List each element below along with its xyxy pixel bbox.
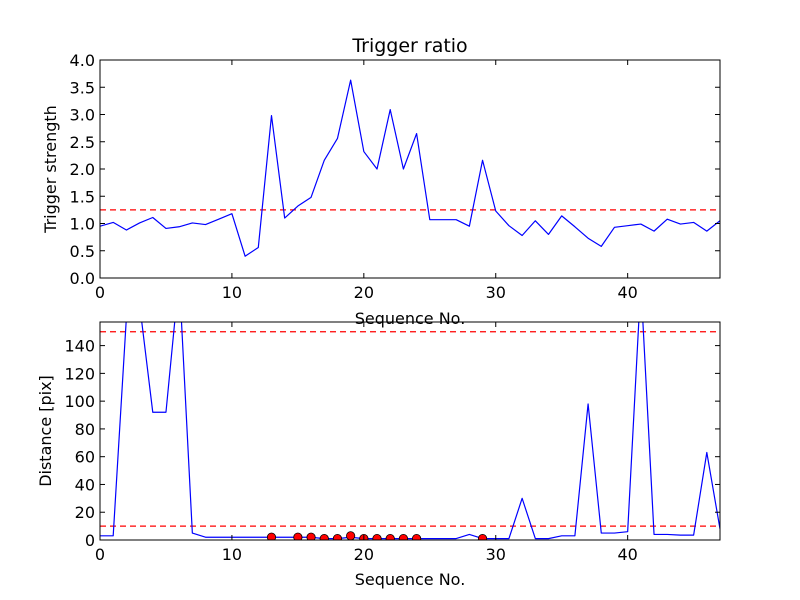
data-point-marker (477, 534, 488, 540)
x-axis-label: Sequence No. (355, 309, 466, 328)
x-tick-label: 20 (354, 283, 374, 302)
data-point-marker (266, 532, 277, 540)
x-tick-label: 40 (617, 545, 637, 564)
x-axis-label: Sequence No. (355, 570, 466, 589)
distance-plot: 0 10 20 30 40 0 20 40 60 80 100 120 140 Sequence No.… (36, 321, 721, 589)
data-point-marker (293, 532, 303, 540)
plot-area (100, 79, 720, 257)
series-line (100, 79, 720, 257)
axis-ticks: 0 10 20 30 40 0 20 40 60 80 100 120 140 (64, 322, 720, 564)
trigger-ratio-plot: Trigger ratio 0 10 20 30 40 0.0 0.5 1.0 1.5 2.0 2.… (41, 35, 721, 328)
y-tick-label: 140 (64, 337, 95, 356)
data-point-marker (372, 534, 382, 540)
series-line (100, 322, 720, 540)
data-point-marker (346, 531, 356, 540)
y-tick-label: 0 (85, 531, 95, 550)
x-tick-label: 30 (486, 545, 506, 564)
x-tick-label: 30 (486, 283, 506, 302)
y-tick-label: 2.5 (70, 133, 95, 152)
y-tick-label: 4.0 (70, 51, 95, 70)
data-point-marker (332, 534, 343, 540)
data-point-marker (398, 534, 409, 540)
x-tick-label: 0 (95, 545, 105, 564)
y-tick-label: 1.5 (70, 187, 95, 206)
y-tick-label: 0.5 (70, 242, 95, 261)
x-tick-label: 0 (95, 283, 105, 302)
y-tick-label: 80 (75, 420, 95, 439)
y-tick-label: 120 (64, 364, 95, 383)
y-tick-label: 100 (64, 392, 95, 411)
x-tick-label: 10 (222, 545, 242, 564)
plot-frame (99, 321, 721, 541)
y-axis-label: Distance [pix] (36, 375, 55, 487)
y-tick-label: 20 (75, 503, 95, 522)
x-tick-label: 40 (617, 283, 637, 302)
y-tick-label: 3.0 (70, 106, 95, 125)
y-tick-label: 3.5 (70, 78, 95, 97)
data-point-marker (319, 534, 329, 540)
plot-area (100, 322, 720, 540)
x-tick-label: 10 (222, 283, 242, 302)
data-point-marker (306, 532, 316, 540)
y-tick-label: 60 (75, 448, 95, 467)
x-tick-label: 20 (354, 545, 374, 564)
y-tick-label: 0.0 (70, 269, 95, 288)
y-tick-label: 2.0 (70, 160, 95, 179)
plot-frame (99, 59, 721, 279)
y-tick-label: 1.0 (70, 215, 95, 234)
y-axis-label: Trigger strength (41, 105, 60, 234)
y-tick-label: 40 (75, 475, 95, 494)
axis-ticks: 0 10 20 30 40 0.0 0.5 1.0 1.5 2.0 2.5 3.0 3.5 4.0 (70, 51, 720, 302)
plot-title: Trigger ratio (351, 35, 467, 57)
data-point-marker (411, 534, 422, 540)
data-point-marker (385, 534, 395, 540)
